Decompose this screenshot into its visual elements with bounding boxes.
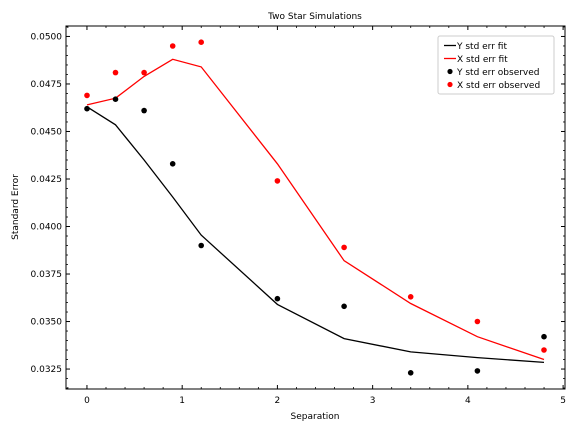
legend-swatch-x-observed bbox=[447, 81, 453, 88]
series-line-0 bbox=[86, 106, 545, 364]
x-tick-label-3: 3 bbox=[370, 396, 376, 406]
y-tick-label-5: 0.0450 bbox=[31, 127, 63, 137]
x-axis-title: Separation bbox=[291, 412, 340, 422]
data-point-s3-1 bbox=[112, 69, 119, 76]
data-point-s3-5 bbox=[274, 178, 281, 184]
data-point-s2-9 bbox=[541, 333, 547, 340]
legend-box bbox=[437, 35, 555, 95]
chart-title: Two Star Simulations bbox=[267, 12, 362, 22]
data-point-s2-8 bbox=[474, 368, 481, 374]
legend-swatch-y-observed bbox=[447, 68, 453, 75]
data-point-s3-4 bbox=[198, 39, 204, 45]
plot-area bbox=[84, 39, 547, 376]
data-point-s2-7 bbox=[407, 370, 414, 376]
legend-label-y-observed: Y std err observed bbox=[456, 68, 540, 78]
data-point-s3-7 bbox=[407, 294, 414, 300]
data-point-s3-3 bbox=[169, 43, 176, 49]
plot-frame bbox=[65, 25, 566, 390]
y-tick-label-1: 0.0350 bbox=[31, 318, 63, 328]
x-tick-label-2: 2 bbox=[275, 396, 281, 406]
x-tick-label-0: 0 bbox=[84, 396, 90, 406]
x-tick-label-5: 5 bbox=[560, 396, 566, 406]
legend-label-x-observed: X std err observed bbox=[457, 81, 540, 91]
data-point-s3-6 bbox=[341, 244, 347, 251]
data-point-s3-2 bbox=[141, 69, 147, 76]
data-point-s3-0 bbox=[84, 92, 90, 99]
series-line-1 bbox=[86, 58, 545, 361]
y-tick-label-2: 0.0375 bbox=[31, 270, 63, 280]
x-tick-label-1: 1 bbox=[179, 396, 185, 406]
legend-label-y-fit: Y std err fit bbox=[456, 42, 507, 52]
data-point-s2-5 bbox=[274, 295, 281, 302]
data-point-s3-8 bbox=[474, 318, 481, 325]
data-point-s2-2 bbox=[141, 107, 147, 114]
data-point-s3-9 bbox=[541, 347, 547, 353]
y-tick-label-3: 0.0400 bbox=[31, 223, 63, 233]
y-tick-label-4: 0.0425 bbox=[31, 175, 63, 185]
data-point-s2-4 bbox=[198, 242, 204, 249]
y-tick-label-6: 0.0475 bbox=[31, 80, 63, 90]
data-point-s2-6 bbox=[341, 303, 347, 310]
data-point-s2-0 bbox=[84, 105, 90, 112]
legend: Y std err fit X std err fit Y std err ob… bbox=[437, 35, 555, 95]
x-tick-label-4: 4 bbox=[465, 396, 471, 406]
y-tick-label-7: 0.0500 bbox=[31, 32, 63, 42]
y-axis-title: Standard Error bbox=[11, 174, 21, 240]
data-point-s2-3 bbox=[169, 161, 176, 167]
data-point-s2-1 bbox=[112, 96, 119, 102]
y-tick-label-0: 0.0325 bbox=[31, 365, 63, 375]
legend-label-x-fit: X std err fit bbox=[457, 55, 508, 65]
